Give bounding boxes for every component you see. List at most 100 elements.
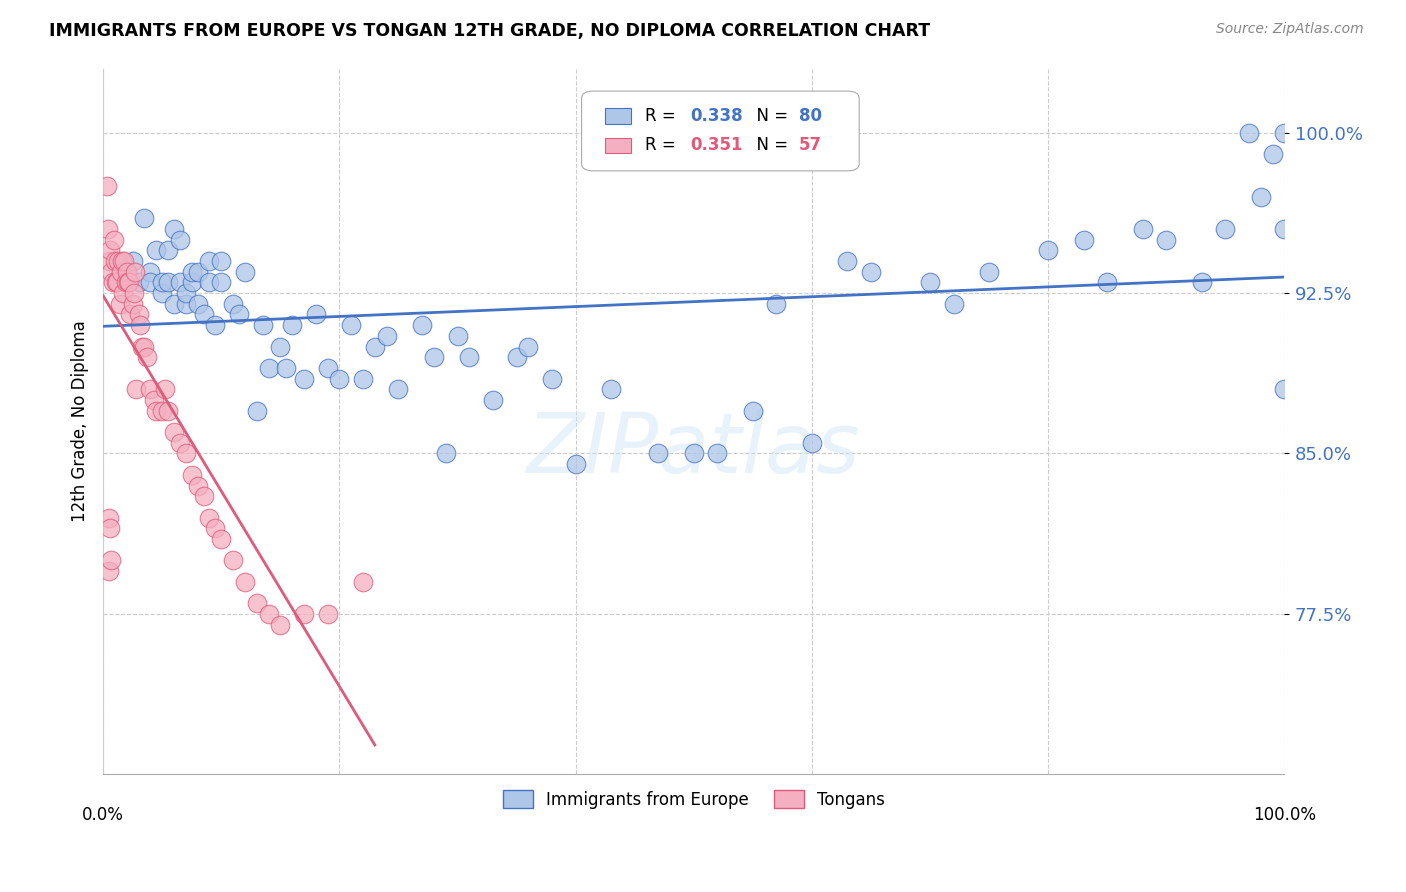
Point	[375, 329, 398, 343]
Point	[198, 254, 221, 268]
Point	[505, 350, 527, 364]
Point	[115, 265, 138, 279]
Text: 0.351: 0.351	[690, 136, 742, 154]
Point	[104, 254, 127, 268]
Text: 80: 80	[799, 107, 823, 125]
Point	[979, 265, 1001, 279]
Point	[446, 329, 468, 343]
Point	[434, 446, 457, 460]
Text: R =: R =	[645, 136, 682, 154]
Point	[110, 265, 132, 279]
Point	[120, 308, 142, 322]
Point	[706, 446, 728, 460]
Point	[145, 244, 167, 258]
Point	[1274, 126, 1296, 140]
Point	[918, 276, 941, 290]
Point	[118, 276, 141, 290]
FancyBboxPatch shape	[582, 91, 859, 171]
Point	[204, 521, 226, 535]
Point	[163, 222, 186, 236]
Point	[647, 446, 669, 460]
Point	[125, 382, 148, 396]
Text: N =: N =	[745, 107, 793, 125]
Point	[98, 254, 121, 268]
Point	[209, 254, 232, 268]
Point	[98, 564, 121, 578]
Point	[180, 467, 202, 482]
Point	[142, 392, 165, 407]
Point	[98, 510, 121, 524]
Point	[157, 276, 180, 290]
Point	[859, 265, 882, 279]
Point	[228, 308, 250, 322]
Point	[187, 297, 209, 311]
Point	[269, 617, 291, 632]
Point	[153, 382, 176, 396]
Point	[163, 425, 186, 439]
Point	[169, 233, 191, 247]
Y-axis label: 12th Grade, No Diploma: 12th Grade, No Diploma	[72, 320, 89, 522]
Point	[1274, 382, 1296, 396]
Point	[1274, 222, 1296, 236]
Point	[246, 403, 269, 417]
Point	[105, 276, 128, 290]
Point	[124, 265, 146, 279]
Point	[98, 521, 121, 535]
Point	[128, 276, 150, 290]
Text: 0.0%: 0.0%	[82, 806, 124, 824]
Point	[564, 457, 586, 471]
Point	[111, 254, 134, 268]
Point	[1156, 233, 1178, 247]
Point	[139, 276, 162, 290]
Point	[1132, 222, 1154, 236]
Point	[157, 403, 180, 417]
Point	[187, 478, 209, 492]
Point	[222, 297, 245, 311]
Point	[114, 276, 136, 290]
Point	[121, 297, 143, 311]
Point	[105, 276, 128, 290]
Point	[145, 403, 167, 417]
Point	[117, 276, 139, 290]
Point	[741, 403, 763, 417]
FancyBboxPatch shape	[605, 108, 631, 124]
Point	[1073, 233, 1095, 247]
Point	[180, 265, 202, 279]
Point	[187, 265, 209, 279]
Point	[174, 286, 197, 301]
Point	[257, 607, 280, 621]
Point	[276, 360, 298, 375]
Point	[139, 382, 162, 396]
Point	[98, 244, 121, 258]
Point	[108, 297, 131, 311]
Point	[458, 350, 481, 364]
Point	[292, 607, 315, 621]
Point	[328, 371, 350, 385]
Point	[1215, 222, 1237, 236]
Point	[292, 371, 315, 385]
Point	[134, 211, 156, 226]
Point	[134, 339, 156, 353]
Point	[180, 276, 202, 290]
Point	[96, 179, 118, 194]
Text: Source: ZipAtlas.com: Source: ZipAtlas.com	[1216, 22, 1364, 37]
Legend: Immigrants from Europe, Tongans: Immigrants from Europe, Tongans	[496, 784, 891, 815]
Point	[174, 297, 197, 311]
Point	[150, 403, 173, 417]
Point	[204, 318, 226, 333]
FancyBboxPatch shape	[605, 137, 631, 153]
Point	[682, 446, 704, 460]
Point	[600, 382, 623, 396]
Point	[541, 371, 564, 385]
Point	[193, 308, 215, 322]
Point	[112, 286, 135, 301]
Point	[364, 339, 387, 353]
Point	[107, 254, 129, 268]
Point	[112, 254, 135, 268]
Point	[316, 607, 339, 621]
Point	[352, 574, 374, 589]
Point	[169, 435, 191, 450]
Text: 100.0%: 100.0%	[1253, 806, 1316, 824]
Point	[423, 350, 446, 364]
Point	[115, 265, 138, 279]
